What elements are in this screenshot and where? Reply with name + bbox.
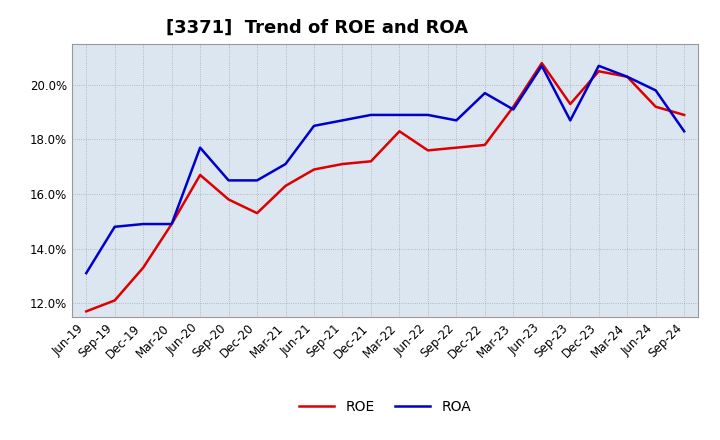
- ROE: [566, 101, 575, 106]
- ROA: [509, 107, 518, 112]
- ROE: [139, 265, 148, 270]
- ROE: [167, 221, 176, 227]
- ROA: [139, 221, 148, 227]
- Legend: ROE, ROA: ROE, ROA: [300, 400, 471, 414]
- ROA: [225, 178, 233, 183]
- ROE: [110, 298, 119, 303]
- ROE: [480, 142, 489, 147]
- ROE: [452, 145, 461, 150]
- ROE: [253, 210, 261, 216]
- ROE: [82, 309, 91, 314]
- ROA: [196, 145, 204, 150]
- ROA: [366, 112, 375, 117]
- ROE: [623, 74, 631, 79]
- ROA: [310, 123, 318, 128]
- ROE: [680, 112, 688, 117]
- ROA: [537, 63, 546, 69]
- ROE: [310, 167, 318, 172]
- ROE: [595, 69, 603, 74]
- Text: [3371]  Trend of ROE and ROA: [3371] Trend of ROE and ROA: [166, 19, 468, 37]
- ROE: [652, 104, 660, 110]
- Line: ROA: ROA: [86, 66, 684, 273]
- Line: ROE: ROE: [86, 63, 684, 312]
- ROA: [480, 91, 489, 96]
- ROA: [566, 118, 575, 123]
- ROA: [167, 221, 176, 227]
- ROA: [110, 224, 119, 229]
- ROA: [253, 178, 261, 183]
- ROA: [680, 128, 688, 134]
- ROA: [338, 118, 347, 123]
- ROE: [338, 161, 347, 167]
- ROE: [225, 197, 233, 202]
- ROE: [537, 60, 546, 66]
- ROA: [82, 271, 91, 276]
- ROE: [395, 128, 404, 134]
- ROE: [509, 104, 518, 110]
- ROA: [395, 112, 404, 117]
- ROA: [595, 63, 603, 69]
- ROE: [196, 172, 204, 178]
- ROE: [366, 159, 375, 164]
- ROA: [282, 161, 290, 167]
- ROA: [423, 112, 432, 117]
- ROA: [452, 118, 461, 123]
- ROA: [652, 88, 660, 93]
- ROE: [282, 183, 290, 188]
- ROE: [423, 148, 432, 153]
- ROA: [623, 74, 631, 79]
